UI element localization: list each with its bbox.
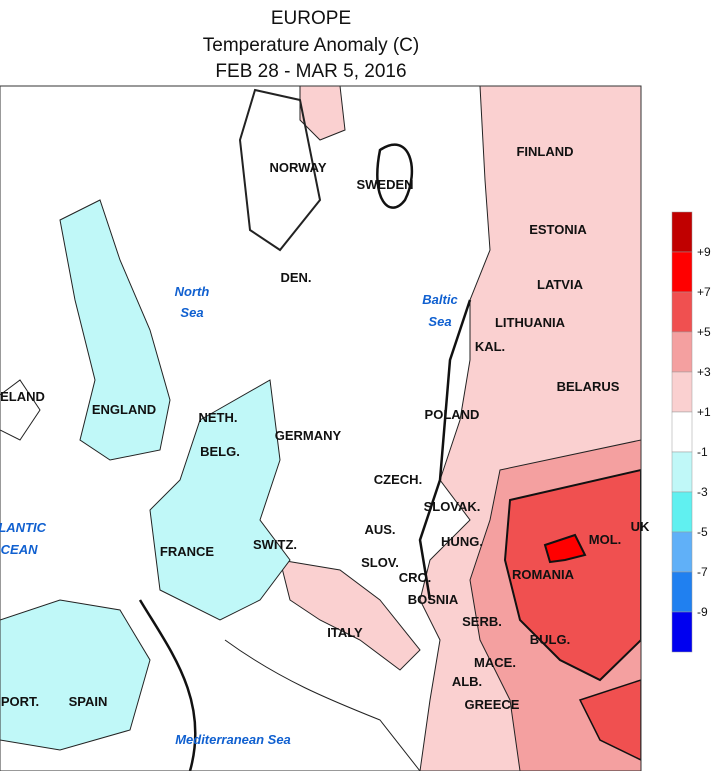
sea-label: North — [175, 284, 210, 299]
legend-label: +9 — [697, 245, 711, 259]
map-frame — [0, 85, 642, 771]
legend-label: +3 — [697, 365, 711, 379]
country-label: BELARUS — [557, 379, 620, 394]
country-label: SLOVAK. — [424, 499, 481, 514]
country-label: GERMANY — [275, 428, 342, 443]
sea-label: OCEAN — [0, 542, 38, 557]
legend-swatch — [671, 531, 693, 573]
country-label: MACE. — [474, 655, 516, 670]
country-label: BELG. — [200, 444, 240, 459]
legend-label: +5 — [697, 325, 711, 339]
country-label: CRO. — [399, 570, 432, 585]
legend-label: -5 — [697, 525, 708, 539]
country-label: IRELAND — [0, 389, 45, 404]
country-label: PORT. — [1, 694, 39, 709]
country-label: CZECH. — [374, 472, 422, 487]
country-label: ITALY — [327, 625, 363, 640]
dates: FEB 28 - MAR 5, 2016 — [215, 61, 406, 82]
country-label: ENGLAND — [92, 402, 156, 417]
country-label: UK — [631, 519, 650, 534]
legend-swatch — [671, 611, 693, 653]
country-label: BOSNIA — [408, 592, 459, 607]
country-label: BULG. — [530, 632, 570, 647]
country-label: SWEDEN — [356, 177, 413, 192]
country-label: POLAND — [425, 407, 480, 422]
country-label: FINLAND — [516, 144, 573, 159]
country-label: HUNG. — [441, 534, 483, 549]
sea-label: Mediterranean Sea — [175, 732, 291, 747]
legend-label: +1 — [697, 405, 711, 419]
country-label: DEN. — [280, 270, 311, 285]
country-label: MOL. — [589, 532, 622, 547]
country-label: SERB. — [462, 614, 502, 629]
legend: +9 +7 +5 +3 +1 -1 -3 -5 -7 -9 — [671, 211, 711, 653]
sea-label: ATLANTIC — [0, 520, 47, 535]
country-label: FRANCE — [160, 544, 214, 559]
sea-label: Sea — [180, 305, 203, 320]
subtitle: Temperature Anomaly (C) — [203, 35, 419, 56]
legend-label: -9 — [697, 605, 708, 619]
country-label: AUS. — [364, 522, 395, 537]
legend-swatch — [671, 331, 693, 373]
legend-label: +7 — [697, 285, 711, 299]
country-label: GREECE — [465, 697, 520, 712]
country-label: NORWAY — [269, 160, 326, 175]
country-label: ROMANIA — [512, 567, 575, 582]
legend-swatch — [671, 251, 693, 293]
legend-label: -7 — [697, 565, 708, 579]
country-label: NETH. — [199, 410, 238, 425]
legend-swatch — [671, 211, 693, 253]
legend-swatch — [671, 491, 693, 533]
sea-label: Sea — [428, 314, 451, 329]
legend-swatch — [671, 411, 693, 453]
legend-swatch — [671, 571, 693, 613]
legend-label: -3 — [697, 485, 708, 499]
country-label: SPAIN — [69, 694, 108, 709]
sea-labels: North Sea Baltic Sea ATLANTIC OCEAN Medi… — [0, 284, 458, 747]
map — [0, 86, 641, 771]
title: EUROPE — [271, 8, 351, 29]
country-label: KAL. — [475, 339, 505, 354]
country-labels: NORWAY SWEDEN FINLAND ESTONIA LATVIA LIT… — [0, 144, 650, 712]
legend-swatch — [671, 451, 693, 493]
legend-label: -1 — [697, 445, 708, 459]
country-label: ESTONIA — [529, 222, 587, 237]
country-label: ALB. — [452, 674, 482, 689]
legend-swatch — [671, 371, 693, 413]
country-label: SLOV. — [361, 555, 399, 570]
country-label: SWITZ. — [253, 537, 297, 552]
country-label: LATVIA — [537, 277, 584, 292]
legend-swatch — [671, 291, 693, 333]
country-label: LITHUANIA — [495, 315, 566, 330]
sea-label: Baltic — [422, 292, 458, 307]
